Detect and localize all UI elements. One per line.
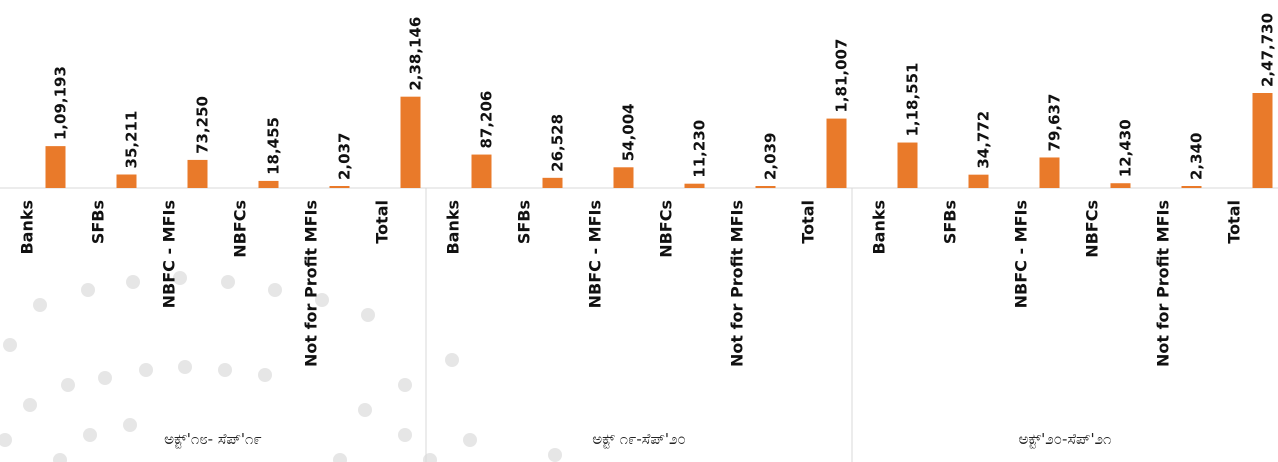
background-dot [83, 428, 97, 442]
background-dot [126, 275, 140, 289]
bar [400, 96, 421, 188]
bar [826, 118, 847, 188]
background-dots [0, 271, 562, 462]
data-label: 1,81,007 [833, 39, 851, 113]
category-label: NBFC - MFIs [1012, 200, 1031, 308]
bar [187, 159, 208, 188]
bar [684, 183, 705, 188]
background-dot [548, 448, 562, 462]
category-label: NBFC - MFIs [160, 200, 179, 308]
bar [1039, 157, 1060, 188]
bar [258, 180, 279, 188]
category-label: SFBs [941, 200, 960, 244]
category-label: NBFC - MFIs [586, 200, 605, 308]
category-label: Not for Profit MFIs [1154, 200, 1173, 367]
background-dot [139, 363, 153, 377]
background-dot [445, 353, 459, 367]
category-label: NBFCs [1083, 200, 1102, 258]
data-label: 2,47,730 [1259, 13, 1277, 87]
bar [1252, 93, 1273, 188]
background-dot [463, 433, 477, 447]
background-dot [123, 418, 137, 432]
data-label: 1,18,551 [904, 63, 922, 137]
group-label: ಅಕ್ಟ್ ೧೯-ಸೆಪ್'೨೦ [592, 430, 686, 448]
category-label: NBFCs [657, 200, 676, 258]
category-label: Banks [444, 200, 463, 255]
category-labels: Banks SFBs NBFC - MFIs NBFCs Not for Profit … [18, 200, 1244, 367]
background-dot [61, 378, 75, 392]
bar [45, 146, 66, 188]
data-label: 26,528 [549, 114, 567, 172]
group-labels: ಅಕ್ಟ್'೧೮- ಸೆಪ್'೧೯ ಅಕ್ಟ್ ೧೯-ಸೆಪ್'೨೦ ಅಕ್ಟ್'೨… [164, 430, 1111, 448]
background-dot [53, 453, 67, 462]
category-label: Banks [18, 200, 37, 255]
bar [968, 174, 989, 188]
background-dot [358, 403, 372, 417]
bar [897, 142, 918, 188]
background-dot [398, 428, 412, 442]
background-dot [268, 283, 282, 297]
data-label: 2,039 [762, 133, 780, 180]
data-label: 34,772 [975, 111, 993, 169]
data-label: 18,455 [265, 117, 283, 175]
background-dot [218, 363, 232, 377]
data-labels: 1,09,193 35,211 73,250 18,455 2,037 2,38,146 8… [52, 13, 1277, 180]
bar [755, 186, 776, 188]
data-label: 2,38,146 [407, 17, 425, 91]
axis-lines [0, 187, 1278, 462]
category-label: Total [799, 200, 818, 244]
data-label: 79,637 [1046, 94, 1064, 152]
background-dot [81, 283, 95, 297]
background-dot [221, 275, 235, 289]
background-dot [333, 453, 347, 462]
category-label: Not for Profit MFIs [728, 200, 747, 367]
bar [471, 154, 492, 188]
background-dot [258, 368, 272, 382]
data-label: 2,340 [1188, 133, 1206, 180]
data-label: 11,230 [691, 120, 709, 178]
background-dot [361, 308, 375, 322]
background-dot [178, 360, 192, 374]
background-dot [423, 453, 437, 462]
bar [1110, 183, 1131, 188]
category-label: SFBs [515, 200, 534, 244]
category-label: SFBs [89, 200, 108, 244]
bar [1181, 186, 1202, 188]
bars [45, 93, 1273, 188]
data-label: 87,206 [478, 91, 496, 149]
data-label: 35,211 [123, 111, 141, 169]
background-dot [173, 271, 187, 285]
category-label: Banks [870, 200, 889, 255]
data-label: 1,09,193 [52, 66, 70, 140]
category-label: Total [373, 200, 392, 244]
data-label: 2,037 [336, 133, 354, 180]
category-label: Not for Profit MFIs [302, 200, 321, 367]
category-label: Total [1225, 200, 1244, 244]
background-dot [33, 298, 47, 312]
data-label: 54,004 [620, 103, 638, 161]
background-dot [3, 338, 17, 352]
background-dot [23, 398, 37, 412]
data-label: 73,250 [194, 96, 212, 154]
bar [329, 186, 350, 188]
background-dot [398, 378, 412, 392]
category-label: NBFCs [231, 200, 250, 258]
bar [116, 174, 137, 188]
data-label: 12,430 [1117, 119, 1135, 177]
background-dot [98, 371, 112, 385]
group-label: ಅಕ್ಟ್'೨೦-ಸೆಪ್'೨೧ [1019, 430, 1112, 448]
background-dot [0, 433, 12, 447]
bar [542, 177, 563, 188]
group-label: ಅಕ್ಟ್'೧೮- ಸೆಪ್'೧೯ [164, 430, 262, 448]
bar [613, 167, 634, 188]
background-dot [315, 293, 329, 307]
